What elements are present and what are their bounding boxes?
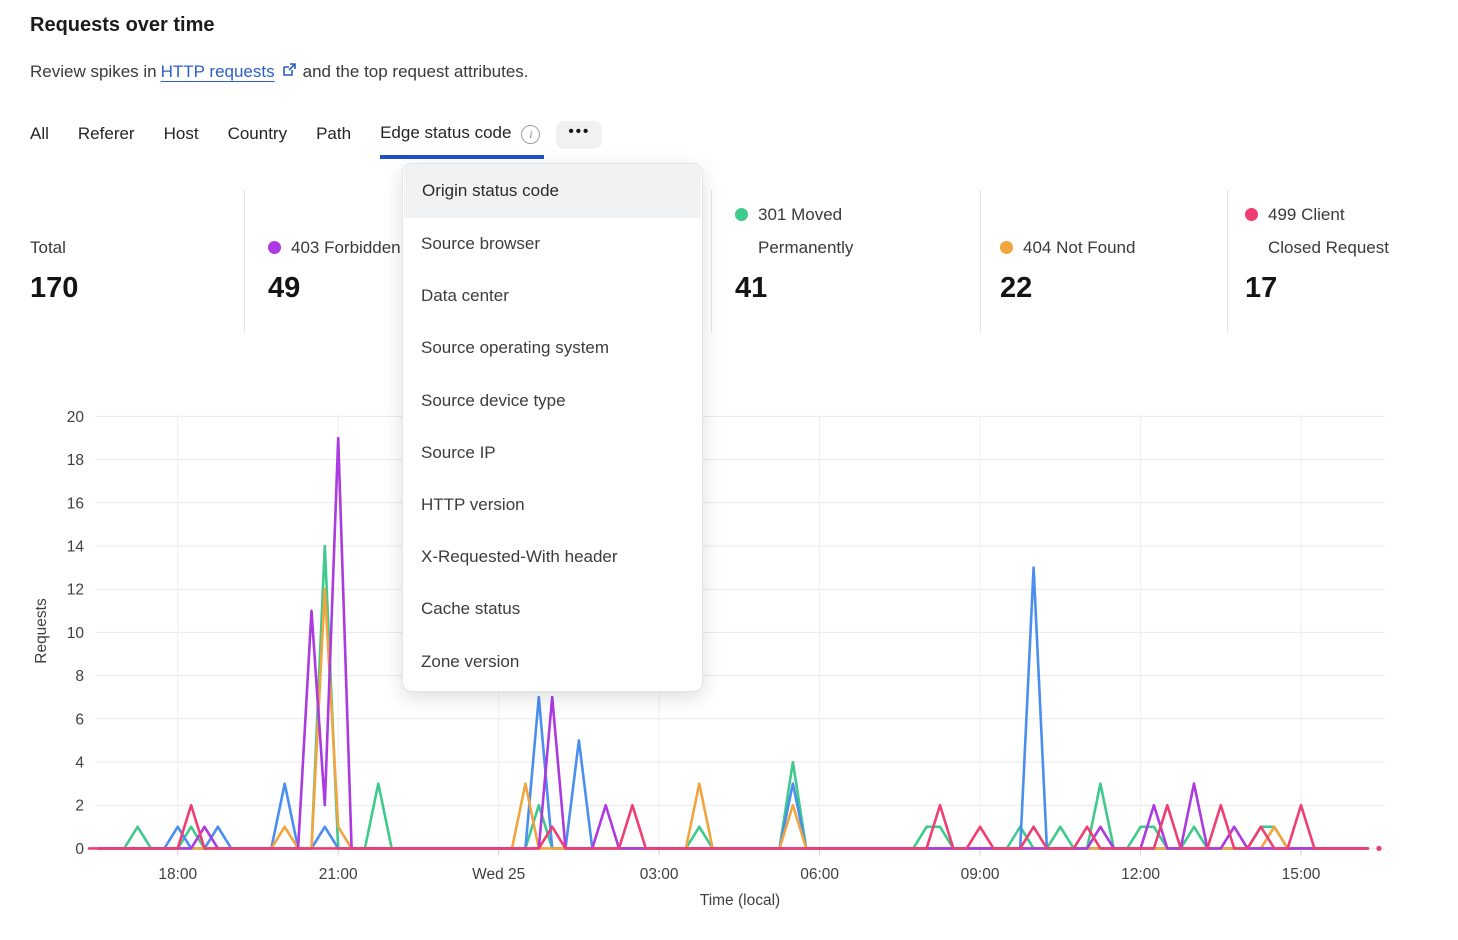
menu-item-source-browser[interactable]: Source browser	[421, 234, 541, 254]
stat-total-label: Total	[30, 238, 66, 257]
svg-text:0: 0	[75, 841, 84, 858]
stat-404-not-found[interactable]: 404 Not Found 22	[1000, 198, 1135, 305]
tab-edge-status-code[interactable]: Edge status code	[380, 123, 512, 142]
svg-text:8: 8	[75, 668, 84, 685]
svg-text:18:00: 18:00	[158, 866, 197, 883]
menu-item-source-operating-system[interactable]: Source operating system	[421, 338, 610, 358]
svg-text:15:00: 15:00	[1282, 866, 1321, 883]
stat-403-value: 49	[268, 272, 301, 304]
subtitle-text-suffix: and the top request attributes.	[302, 62, 529, 81]
tab-path[interactable]: Path	[316, 124, 352, 143]
stat-499-value: 17	[1245, 272, 1278, 304]
tab-referer[interactable]: Referer	[77, 124, 135, 143]
menu-item-zone-version[interactable]: Zone version	[421, 651, 520, 671]
menu-item-x-requested-with-header[interactable]: X-Requested-With header	[421, 547, 618, 567]
stat-403-label: 403 Forbidden	[291, 238, 401, 257]
page-title: Requests over time	[30, 14, 215, 36]
svg-text:4: 4	[75, 755, 84, 772]
stat-499-label: 499 Client Closed Request	[1268, 205, 1389, 257]
stat-divider	[244, 190, 245, 332]
stat-404-value: 22	[1000, 272, 1033, 304]
stat-403-forbidden[interactable]: 403 Forbidden 49	[268, 198, 401, 305]
attribute-tabs: All Referer Host Country Path Edge statu…	[30, 121, 603, 159]
svg-text:Wed 25: Wed 25	[472, 866, 525, 883]
tab-country[interactable]: Country	[227, 124, 288, 143]
svg-text:14: 14	[67, 539, 85, 556]
stat-divider	[980, 190, 981, 332]
stat-divider	[1227, 190, 1228, 332]
svg-text:16: 16	[67, 495, 84, 512]
svg-text:12:00: 12:00	[1121, 866, 1160, 883]
svg-text:Time (local): Time (local)	[700, 892, 780, 909]
menu-item-source-ip[interactable]: Source IP	[421, 442, 496, 462]
svg-text:20: 20	[67, 409, 85, 426]
status-dot-301	[735, 208, 748, 221]
tab-edge-status-code-active: Edge status code i	[380, 123, 545, 159]
external-link-icon[interactable]	[281, 62, 297, 78]
attribute-dropdown-menu: Origin status code Source browser Data c…	[402, 163, 703, 692]
menu-item-http-version[interactable]: HTTP version	[421, 495, 525, 515]
svg-text:21:00: 21:00	[319, 866, 358, 883]
more-tabs-button[interactable]: •••	[556, 121, 603, 149]
menu-item-cache-status[interactable]: Cache status	[421, 599, 521, 619]
requests-over-time-chart: 0 2 4 6 8 10 12 14 16 18 20 18:00 21:00 Wed 25 03:00 06…	[33, 409, 1385, 909]
tab-all[interactable]: All	[30, 124, 49, 143]
menu-item-data-center[interactable]: Data center	[421, 286, 509, 306]
svg-text:09:00: 09:00	[961, 866, 1000, 883]
stat-total-value: 170	[30, 272, 79, 304]
stat-301-moved-permanently[interactable]: 301 Moved Permanently 41	[735, 198, 853, 305]
svg-text:06:00: 06:00	[800, 866, 839, 883]
menu-item-origin-status-code[interactable]: Origin status code	[404, 164, 701, 218]
status-dot-403	[268, 241, 281, 254]
svg-text:Requests: Requests	[33, 598, 50, 664]
svg-text:6: 6	[75, 711, 84, 728]
info-icon[interactable]: i	[521, 124, 541, 144]
svg-text:10: 10	[67, 625, 85, 642]
status-dot-404	[1000, 241, 1013, 254]
tab-host[interactable]: Host	[163, 124, 199, 143]
stat-divider	[711, 190, 712, 332]
svg-text:12: 12	[67, 582, 84, 599]
stat-301-value: 41	[735, 272, 768, 304]
menu-item-source-device-type[interactable]: Source device type	[421, 390, 566, 410]
stat-301-label: 301 Moved Permanently	[758, 205, 854, 257]
subtitle-text-prefix: Review spikes in	[30, 62, 157, 81]
page-subtitle: Review spikes in HTTP requests and the t…	[30, 62, 529, 82]
svg-text:03:00: 03:00	[640, 866, 679, 883]
stat-499-client-closed-request[interactable]: 499 Client Closed Request 17	[1245, 198, 1389, 305]
stat-404-label: 404 Not Found	[1023, 238, 1136, 257]
status-dot-499	[1245, 208, 1258, 221]
http-requests-link[interactable]: HTTP requests	[160, 62, 275, 81]
svg-text:2: 2	[75, 798, 84, 815]
svg-text:18: 18	[67, 452, 84, 469]
stat-total[interactable]: Total 170	[30, 198, 78, 305]
active-tab-underline	[380, 155, 545, 159]
